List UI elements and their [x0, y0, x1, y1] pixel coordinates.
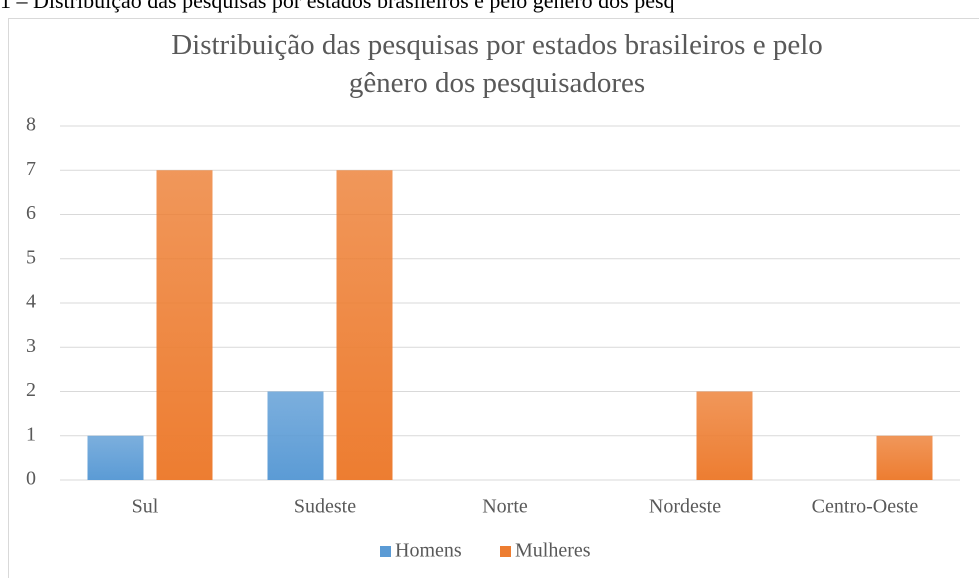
y-tick-label: 8	[26, 114, 36, 136]
x-tick-label: Sul	[132, 496, 159, 518]
bar	[696, 391, 753, 480]
bar	[87, 435, 144, 480]
y-tick-label: 1	[26, 423, 36, 445]
bar	[336, 170, 393, 480]
figure-caption: 1 – Distribuição das pesquisas por estad…	[0, 0, 675, 13]
legend-swatch	[500, 546, 511, 557]
chart-border	[8, 18, 979, 578]
y-tick-label: 3	[26, 335, 36, 357]
y-tick-label: 6	[26, 202, 36, 224]
chart-title: Distribuição das pesquisas por estados b…	[171, 29, 823, 99]
bar	[156, 170, 213, 480]
x-tick-label: Centro-Oeste	[812, 496, 919, 518]
legend-swatch	[380, 546, 391, 557]
y-tick-label: 2	[26, 379, 36, 401]
bar	[267, 391, 324, 480]
legend-label: Mulheres	[515, 540, 591, 562]
x-tick-label: Nordeste	[649, 496, 721, 518]
y-tick-label: 5	[26, 246, 36, 268]
x-tick-label: Norte	[482, 496, 528, 518]
y-tick-label: 7	[26, 158, 36, 180]
legend-label: Homens	[395, 540, 462, 562]
bar	[876, 435, 933, 480]
y-tick-label: 0	[26, 468, 36, 490]
x-tick-label: Sudeste	[294, 496, 356, 518]
y-tick-label: 4	[26, 291, 36, 313]
